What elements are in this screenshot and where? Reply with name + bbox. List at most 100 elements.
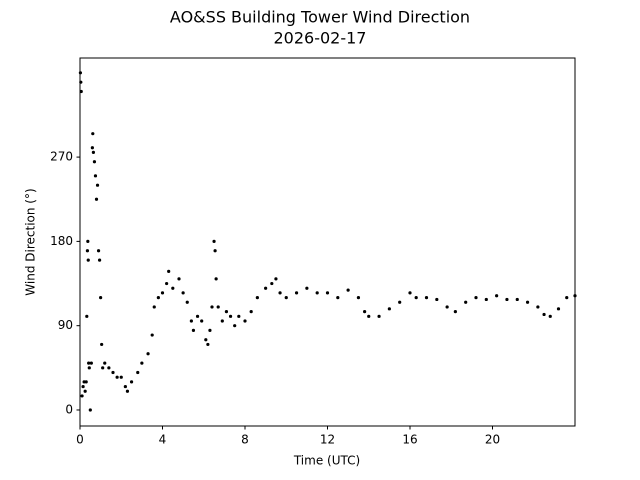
- data-point: [464, 300, 468, 304]
- data-point: [146, 352, 150, 356]
- data-point: [101, 366, 105, 370]
- data-point: [213, 249, 217, 253]
- data-point: [83, 389, 87, 393]
- data-point: [79, 80, 83, 84]
- data-point: [264, 286, 268, 290]
- data-point: [387, 307, 391, 311]
- data-point: [91, 150, 96, 155]
- data-point: [204, 338, 208, 342]
- data-point: [81, 384, 85, 389]
- y-tick-label: 180: [50, 234, 73, 248]
- data-point: [237, 314, 241, 318]
- data-point: [165, 281, 169, 286]
- data-point: [103, 361, 107, 365]
- data-point: [84, 380, 88, 384]
- data-point: [79, 89, 83, 94]
- data-point: [85, 249, 90, 253]
- data-point: [305, 286, 309, 290]
- data-point: [346, 288, 350, 292]
- data-point: [453, 310, 457, 314]
- data-point: [86, 239, 90, 243]
- plot-frame: [79, 57, 576, 427]
- data-point: [398, 300, 402, 304]
- data-point: [536, 305, 540, 309]
- data-point: [92, 160, 97, 164]
- data-point: [208, 328, 212, 332]
- data-point: [152, 305, 156, 309]
- data-point: [78, 71, 83, 75]
- data-point: [88, 408, 92, 412]
- data-point: [160, 291, 165, 295]
- data-point: [87, 366, 91, 370]
- data-point: [542, 312, 546, 317]
- data-point: [315, 291, 319, 295]
- data-point: [94, 197, 99, 201]
- data-point: [515, 297, 519, 302]
- data-point: [214, 277, 218, 281]
- data-point: [177, 277, 181, 281]
- data-point: [200, 319, 204, 323]
- data-point: [408, 291, 412, 295]
- data-point: [91, 132, 95, 136]
- data-point: [93, 174, 98, 178]
- data-point: [424, 295, 429, 300]
- y-tick-label: 270: [50, 150, 73, 164]
- data-point: [119, 375, 123, 379]
- data-point: [525, 300, 530, 304]
- data-point: [233, 324, 237, 328]
- data-point: [189, 319, 193, 323]
- data-point: [294, 291, 299, 295]
- data-point: [220, 319, 224, 323]
- x-tick-label: 12: [320, 433, 335, 447]
- data-point: [484, 297, 488, 302]
- data-point: [123, 384, 127, 389]
- chart-title: AO&SS Building Tower Wind Direction: [170, 8, 470, 27]
- chart-subtitle: 2026-02-17: [274, 29, 367, 48]
- x-tick-label: 16: [402, 433, 417, 447]
- data-point: [140, 361, 144, 365]
- data-point: [435, 297, 439, 302]
- data-point: [548, 314, 552, 318]
- data-point: [136, 370, 140, 375]
- data-point: [80, 394, 84, 398]
- data-point: [556, 307, 561, 311]
- y-tick-label: 90: [58, 318, 73, 332]
- data-point: [573, 294, 577, 298]
- data-point: [97, 258, 102, 262]
- x-tick-label: 4: [159, 433, 167, 447]
- data-point: [356, 295, 361, 300]
- data-point: [191, 328, 196, 332]
- data-point: [325, 291, 330, 295]
- data-point: [212, 239, 216, 243]
- data-point: [171, 286, 175, 290]
- data-point: [216, 305, 220, 309]
- data-point: [115, 375, 119, 379]
- data-point: [228, 314, 233, 318]
- data-point: [95, 183, 100, 187]
- data-point: [270, 281, 274, 286]
- y-axis-label: Wind Direction (°): [24, 188, 38, 295]
- data-point: [255, 295, 259, 300]
- data-point: [99, 295, 103, 300]
- data-point: [414, 295, 418, 300]
- data-point: [87, 361, 91, 365]
- data-point: [195, 314, 200, 318]
- data-point: [363, 310, 367, 314]
- data-point: [224, 310, 229, 314]
- data-point: [274, 277, 278, 281]
- data-point: [206, 342, 210, 347]
- data-point: [284, 295, 288, 300]
- data-point: [377, 314, 381, 318]
- data-point: [86, 258, 90, 262]
- data-point: [89, 361, 93, 365]
- data-point: [167, 269, 171, 273]
- data-point: [150, 333, 154, 337]
- data-point: [96, 249, 101, 253]
- data-point: [505, 297, 509, 302]
- data-point: [100, 342, 104, 347]
- data-point: [90, 146, 94, 150]
- x-tick-label: 20: [485, 433, 500, 447]
- data-point: [474, 295, 478, 300]
- data-point: [336, 295, 340, 300]
